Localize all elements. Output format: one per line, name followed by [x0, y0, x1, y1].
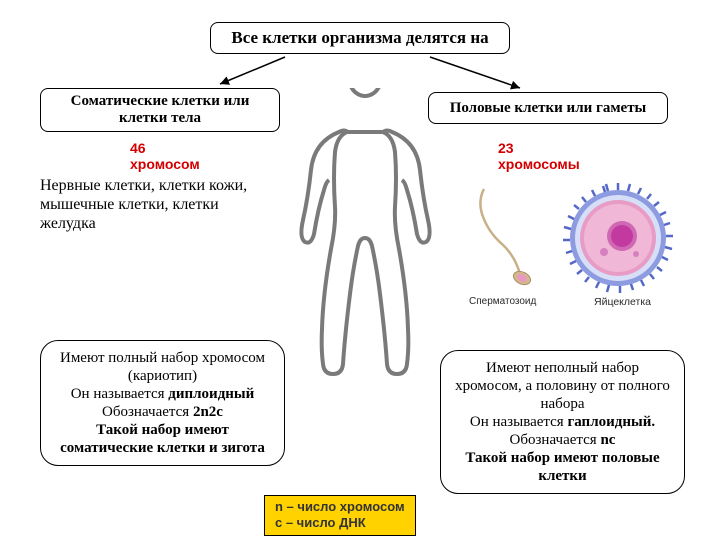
- sperm-label: Сперматозоид: [469, 296, 536, 307]
- left-chromosome-count: 46 хромосом: [130, 140, 200, 172]
- left-desc-l3b: 2n2c: [193, 404, 223, 420]
- somatic-examples-text: Нервные клетки, клетки кожи, мышечные кл…: [40, 176, 250, 234]
- left-count-w: хромосом: [130, 156, 200, 172]
- legend-l2: c – число ДНК: [275, 515, 366, 530]
- left-count-n: 46: [130, 140, 146, 156]
- left-desc-l3a: Обозначается: [102, 404, 193, 420]
- left-category-box: Соматические клетки или клетки тела: [40, 88, 280, 132]
- right-count-w: хромосомы: [498, 156, 580, 172]
- right-desc-l2b: гаплоидный.: [567, 414, 655, 430]
- right-desc-l1: Имеют неполный набор хромосом, а половин…: [455, 360, 670, 412]
- right-description-box: Имеют неполный набор хромосом, а половин…: [440, 350, 685, 494]
- right-desc-l4: Такой набор имеют половые клетки: [465, 450, 659, 484]
- legend-box: n – число хромосом c – число ДНК: [264, 495, 416, 536]
- left-desc-l4: Такой набор имеют соматические клетки и …: [60, 422, 265, 456]
- egg-label: Яйцеклетка: [594, 296, 651, 308]
- title-box: Все клетки организма делятся на: [210, 22, 510, 54]
- left-description-box: Имеют полный набор хромосом (кариотип) О…: [40, 340, 285, 466]
- title-text: Все клетки организма делятся на: [231, 28, 488, 48]
- left-desc-l2a: Он называется: [71, 386, 169, 402]
- right-count-n: 23: [498, 140, 514, 156]
- right-chromosome-count: 23 хромосомы: [498, 140, 580, 172]
- right-desc-l3a: Обозначается: [510, 432, 601, 448]
- legend-l1: n – число хромосом: [275, 499, 405, 514]
- sperm-icon: [450, 184, 545, 294]
- human-body-icon: [288, 88, 443, 383]
- egg-cell-icon: [558, 180, 678, 300]
- left-desc-l2b: диплоидный: [168, 386, 254, 402]
- right-category-text: Половые клетки или гаметы: [450, 100, 647, 117]
- right-category-box: Половые клетки или гаметы: [428, 92, 668, 124]
- right-desc-l3b: nc: [600, 432, 615, 448]
- right-desc-l2a: Он называется: [470, 414, 568, 430]
- left-desc-l1: Имеют полный набор хромосом (кариотип): [60, 350, 265, 384]
- arrow-left: [210, 52, 300, 92]
- left-category-text: Соматические клетки или клетки тела: [49, 93, 271, 128]
